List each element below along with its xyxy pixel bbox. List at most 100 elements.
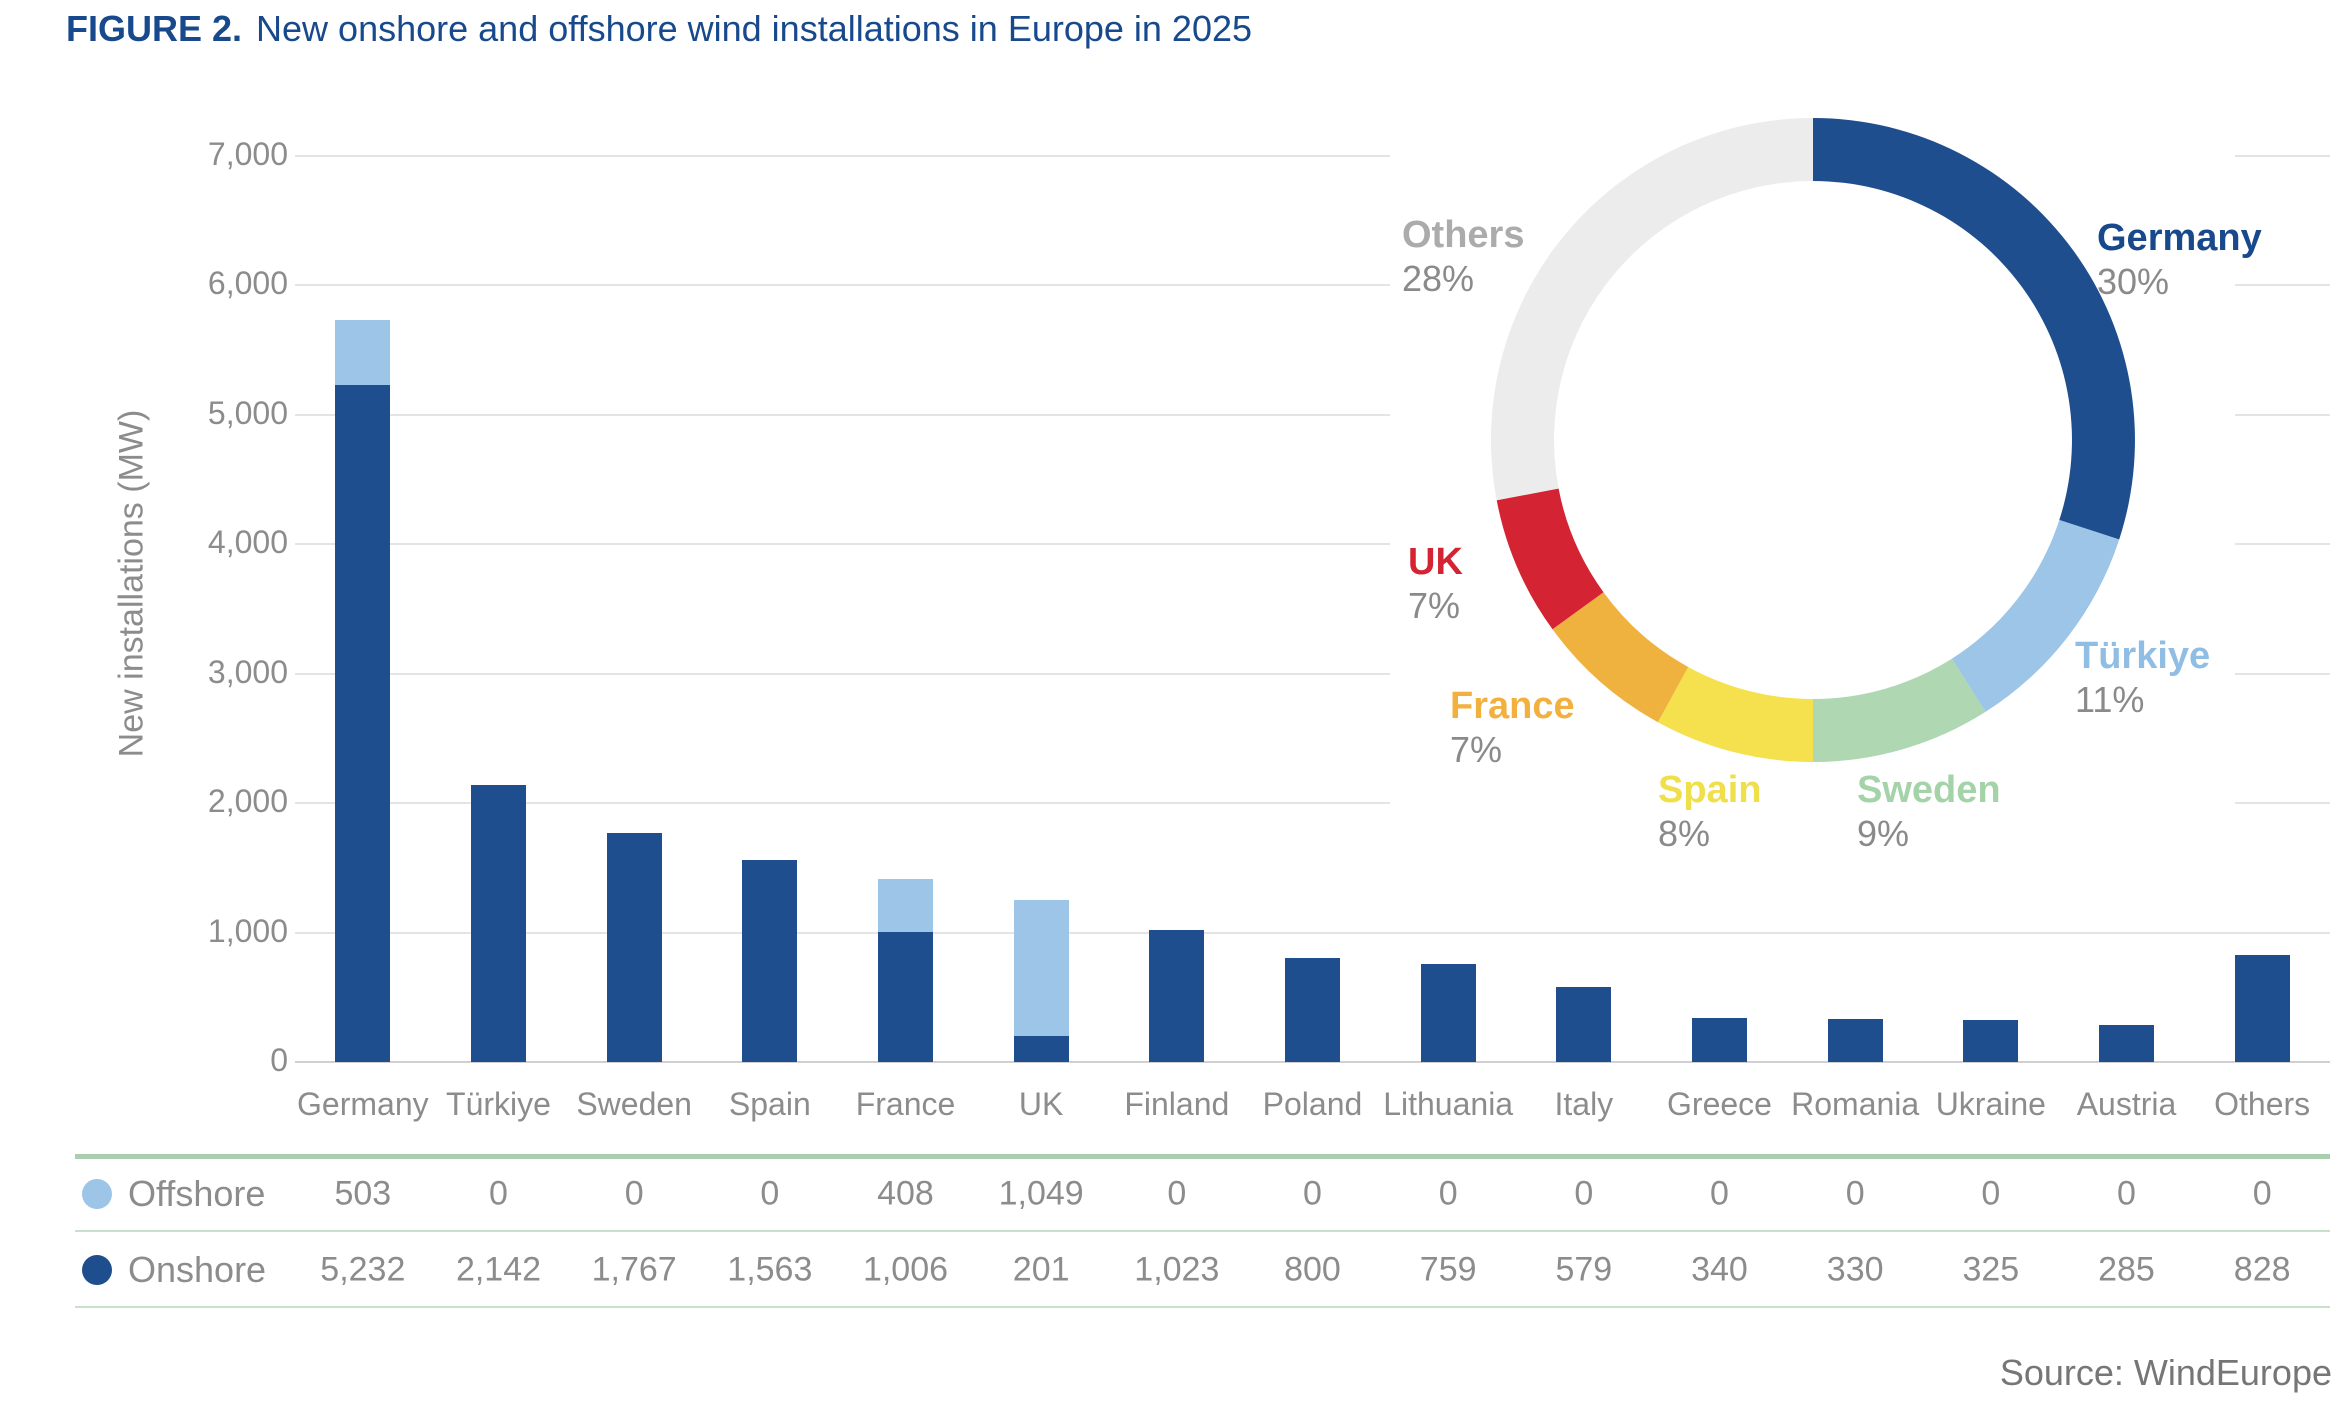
table-cell-Onshore-Poland: 800 <box>1284 1250 1341 1289</box>
y-tick-label-4000: 4,000 <box>207 524 288 561</box>
legend-dot-Onshore <box>82 1255 112 1285</box>
donut-label-percent: 8% <box>1658 812 1711 854</box>
y-tick-label-5000: 5,000 <box>207 394 288 431</box>
bar-onshore-France <box>878 931 933 1062</box>
y-tick-label-2000: 2,000 <box>207 783 288 820</box>
table-cell-Offshore-Lithuania: 0 <box>1438 1174 1458 1213</box>
x-label-Finland: Finland <box>1124 1086 1230 1122</box>
donut-label-Sweden: Sweden 9% <box>1857 768 2001 855</box>
bar-onshore-Lithuania <box>1420 963 1476 1062</box>
bar-onshore-Finland <box>1149 929 1205 1062</box>
table-cell-Offshore-Poland: 0 <box>1303 1174 1322 1213</box>
bar-offshore-UK <box>1013 900 1069 1036</box>
y-tick-label-0: 0 <box>270 1042 288 1078</box>
table-cell-Offshore-UK: 1,049 <box>998 1174 1084 1213</box>
x-label-Germany: Germany <box>297 1086 429 1122</box>
bar-onshore-Romania <box>1827 1019 1883 1062</box>
bar-onshore-UK <box>1013 1035 1069 1062</box>
x-label-Others: Others <box>2214 1086 2311 1122</box>
gridline-1000 <box>295 931 2330 934</box>
gridline-0 <box>295 1061 2330 1063</box>
table-cell-Onshore-Italy: 579 <box>1555 1250 1613 1289</box>
donut-label-Others: Others 28% <box>1402 213 1524 300</box>
table-row-Onshore: Onshore 5,232 2,142 1,767 1,563 1,006 201 1,023… <box>0 1238 2352 1302</box>
bar-onshore-Italy <box>1556 987 1612 1062</box>
table-cell-Onshore-Türkiye: 2,142 <box>455 1250 542 1289</box>
donut-label-name: Germany <box>2097 217 2262 259</box>
table-cell-Onshore-Others: 828 <box>2233 1250 2291 1289</box>
table-cell-Onshore-Finland: 1,023 <box>1134 1250 1220 1289</box>
table-rule <box>75 1154 2330 1159</box>
table-cell-Offshore-Türkiye: 0 <box>489 1174 508 1213</box>
donut-label-name: France <box>1450 685 1575 727</box>
bar-onshore-Austria <box>2099 1025 2154 1062</box>
bar-onshore-Greece <box>1692 1017 1747 1062</box>
table-cell-Onshore-Germany: 5,232 <box>320 1250 406 1289</box>
y-tick-label-3000: 3,000 <box>207 653 288 690</box>
table-cell-Offshore-Greece: 0 <box>1710 1174 1729 1213</box>
table-cell-Onshore-UK: 201 <box>1012 1250 1070 1289</box>
table-cell-Onshore-Lithuania: 759 <box>1419 1250 1477 1289</box>
x-label-Greece: Greece <box>1667 1086 1772 1122</box>
bar-offshore-Germany <box>335 319 391 385</box>
donut-label-percent: 11% <box>2075 678 2145 720</box>
bar-onshore-Poland <box>1285 958 1340 1062</box>
figure-title-text: New onshore and offshore wind installati… <box>256 8 1253 49</box>
donut-label-France: France 7% <box>1450 684 1575 771</box>
donut-label-percent: 7% <box>1408 584 1461 626</box>
bar-offshore-France <box>878 878 933 932</box>
figure-number-label: FIGURE 2. <box>66 8 243 49</box>
table-cell-Offshore-Spain: 0 <box>760 1174 780 1213</box>
gridline-6000 <box>295 284 2330 287</box>
gridline-4000 <box>295 543 2330 546</box>
x-label-UK: UK <box>1018 1086 1064 1122</box>
x-label-Spain: Spain <box>728 1086 811 1122</box>
donut-label-name: UK <box>1408 541 1463 583</box>
donut-label-UK: UK 7% <box>1408 540 1463 627</box>
donut-label-percent: 9% <box>1857 812 1910 854</box>
table-cell-Offshore-Others: 0 <box>2252 1174 2272 1213</box>
x-label-Poland: Poland <box>1262 1086 1363 1122</box>
table-cell-Offshore-Austria: 0 <box>2117 1174 2136 1213</box>
table-cell-Onshore-Austria: 285 <box>2098 1250 2155 1289</box>
bar-onshore-Others <box>2234 954 2290 1062</box>
donut-label-name: Sweden <box>1857 769 2001 811</box>
x-label-Ukraine: Ukraine <box>1935 1086 2046 1122</box>
bar-onshore-Ukraine <box>1963 1019 2019 1062</box>
figure-title: FIGURE 2. New onshore and offshore wind i… <box>66 8 1252 50</box>
table-cell-Onshore-Greece: 340 <box>1691 1250 1748 1289</box>
gridline-5000 <box>295 413 2330 416</box>
donut-label-name: Spain <box>1658 769 1762 811</box>
table-cell-Offshore-Sweden: 0 <box>624 1174 644 1213</box>
bar-onshore-Türkiye <box>471 784 526 1062</box>
table-row-Offshore: Offshore 503 0 0 0 408 1,049 0 0 0 0 0 0 0 0 0 <box>0 1162 2352 1226</box>
legend-label-Onshore: Onshore <box>128 1249 267 1290</box>
x-label-Austria: Austria <box>2076 1086 2177 1122</box>
table-cell-Onshore-France: 1,006 <box>862 1250 949 1289</box>
table-cell-Offshore-Italy: 0 <box>1574 1174 1594 1213</box>
x-label-Lithuania: Lithuania <box>1383 1086 1514 1122</box>
table-cell-Offshore-Finland: 0 <box>1167 1174 1187 1213</box>
table-cell-Offshore-Ukraine: 0 <box>1981 1174 2001 1213</box>
x-label-Türkiye: Türkiye <box>446 1086 551 1122</box>
table-cell-Offshore-France: 408 <box>877 1174 934 1213</box>
donut-label-percent: 28% <box>1402 257 1475 299</box>
table-rule <box>75 1306 2330 1308</box>
donut-label-name: Türkiye <box>2075 635 2211 677</box>
table-rule <box>75 1230 2330 1232</box>
bar-onshore-Spain <box>742 859 798 1062</box>
donut-label-Türkiye: Türkiye 11% <box>2075 634 2210 721</box>
x-label-Sweden: Sweden <box>576 1086 692 1122</box>
donut-label-Germany: Germany 30% <box>2097 216 2262 303</box>
y-tick-label-1000: 1,000 <box>207 912 288 949</box>
source-credit: Source: WindEurope <box>1999 1352 2332 1393</box>
bar-onshore-Sweden <box>606 833 662 1062</box>
donut-label-Spain: Spain 8% <box>1658 768 1761 855</box>
table-cell-Onshore-Spain: 1,563 <box>727 1250 813 1289</box>
gridline-7000 <box>295 155 2330 157</box>
table-cell-Offshore-Germany: 503 <box>334 1174 392 1213</box>
table-cell-Offshore-Romania: 0 <box>1845 1174 1865 1213</box>
table-cell-Onshore-Sweden: 1,767 <box>591 1250 677 1289</box>
table-cell-Onshore-Ukraine: 325 <box>1962 1250 2020 1289</box>
